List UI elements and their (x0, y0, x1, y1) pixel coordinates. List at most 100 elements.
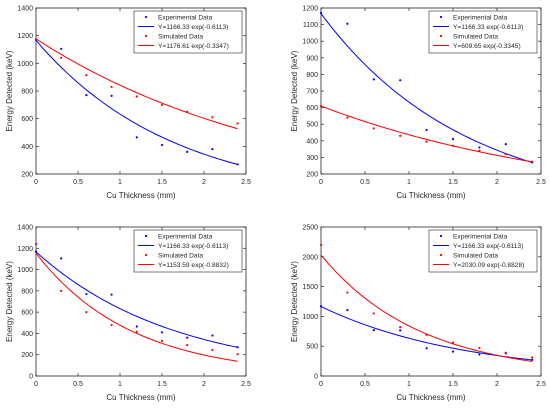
fit-line-red (36, 38, 238, 130)
legend-point-swatch (439, 34, 443, 38)
x-tick-label: 2 (202, 179, 206, 186)
data-point-experimental (60, 257, 63, 260)
fit-line-red (36, 252, 238, 362)
data-point-simulated (60, 289, 63, 292)
y-tick-label: 600 (21, 310, 33, 317)
legend-entry: Y=1166.33 exp(-0.6113) (158, 243, 228, 250)
y-tick-label: 300 (306, 155, 318, 162)
data-point-simulated (110, 323, 113, 327)
y-tick-label: 1400 (17, 6, 33, 13)
data-point-experimental (478, 146, 481, 149)
data-point-experimental (346, 309, 349, 312)
x-tick-label: 1 (118, 179, 122, 186)
legend-entry: Y=2030.09 exp(-0.8828) (453, 262, 524, 269)
legend-entry: Y=1166.33 exp(-0.6113) (158, 24, 228, 31)
data-point-simulated (85, 311, 88, 314)
legend-point-swatch (439, 234, 443, 238)
data-point-experimental (85, 292, 88, 296)
data-point-simulated (531, 356, 534, 359)
data-point-simulated (60, 56, 63, 59)
legend-entry: Y=609.65 exp(-0.3345) (453, 43, 521, 50)
y-tick-label: 2500 (302, 225, 318, 232)
x-tick-label: 0.5 (360, 381, 370, 388)
legend-entry: Y=1166.33 exp(-0.6113) (453, 24, 523, 31)
data-point-experimental (211, 334, 214, 337)
legend-entry: Y=1153.59 exp(-0.8832) (158, 262, 229, 269)
x-tick-label: 2 (202, 381, 206, 388)
fit-line-red (321, 254, 533, 362)
data-point-simulated (236, 122, 239, 125)
fit-line-blue (36, 39, 238, 165)
legend-entry: Experimental Data (158, 14, 213, 21)
data-point-simulated (425, 140, 428, 143)
legend-entry: Experimental Data (158, 233, 213, 240)
y-tick-label: 200 (21, 352, 33, 359)
data-point-simulated (399, 134, 402, 137)
y-axis-label: Energy Detected (keV) (290, 50, 299, 131)
y-tick-label: 800 (21, 288, 33, 295)
data-point-simulated (110, 85, 113, 88)
y-axis-label: Energy Detected (keV) (5, 50, 14, 131)
data-point-experimental (160, 331, 164, 334)
x-tick-label: 2.5 (536, 381, 546, 388)
x-tick-label: 0 (34, 381, 38, 388)
y-tick-label: 500 (306, 122, 318, 129)
legend-entry: Simulated Data (158, 252, 203, 259)
y-tick-label: 1500 (302, 284, 318, 291)
legend-entry: Y=1166.33 exp(-0.6113) (453, 243, 523, 250)
x-tick-label: 0.5 (73, 179, 83, 186)
y-tick-label: 900 (306, 55, 318, 62)
data-point-simulated (135, 95, 138, 98)
data-point-experimental (110, 94, 113, 97)
y-tick-label: 1400 (17, 225, 33, 232)
x-tick-label: 0.5 (73, 381, 83, 388)
y-tick-label: 0 (29, 374, 33, 381)
data-point-simulated (478, 346, 481, 350)
data-point-experimental (399, 329, 402, 332)
y-tick-label: 400 (21, 144, 33, 151)
data-point-simulated (160, 103, 164, 106)
legend: Experimental Data Y=1166.33 exp(-0.6113) S… (428, 229, 538, 273)
x-tick-label: 1 (407, 381, 411, 388)
y-tick-label: 200 (306, 172, 318, 179)
data-point-experimental (135, 136, 138, 139)
data-point-simulated (504, 351, 507, 354)
fit-line-blue (321, 13, 533, 164)
x-tick-label: 1.5 (157, 381, 167, 388)
chart-panel-1: 0 0.5 1 1.5 2 2.5 200 400 600 800 1000 1200 1400 Cu T… (5, 6, 251, 201)
data-point-simulated (211, 348, 214, 352)
x-axis-label: Cu Thickness (mm) (106, 393, 176, 402)
x-tick-label: 1 (407, 179, 411, 186)
data-point-simulated (319, 243, 323, 246)
data-point-experimental (372, 78, 375, 81)
y-tick-label: 400 (306, 138, 318, 145)
data-point-experimental (425, 128, 428, 132)
x-tick-label: 2.5 (241, 179, 251, 186)
x-tick-label: 1 (118, 381, 122, 388)
fit-line-blue (36, 251, 238, 348)
legend-entry: Experimental Data (453, 14, 508, 21)
y-tick-label: 600 (306, 105, 318, 112)
legend: Experimental Data Y=1166.33 exp(-0.6113) S… (133, 10, 243, 54)
x-tick-label: 1.5 (157, 179, 167, 186)
x-axis-label: Cu Thickness (mm) (396, 191, 466, 200)
data-point-simulated (399, 326, 402, 329)
legend-entry: Simulated Data (453, 33, 498, 40)
data-point-experimental (211, 148, 214, 151)
chart-panel-2: 0 0.5 1 1.5 2 2.5 200 300 400 500 600 700 800 900 1000… (290, 6, 546, 201)
x-tick-label: 1.5 (448, 179, 458, 186)
y-tick-label: 1100 (303, 22, 318, 29)
y-tick-label: 600 (21, 116, 33, 123)
y-tick-label: 1000 (17, 267, 33, 274)
y-tick-label: 400 (21, 331, 33, 338)
data-point-simulated (346, 291, 349, 294)
x-axis-label: Cu Thickness (mm) (106, 191, 176, 200)
y-tick-label: 500 (306, 344, 318, 351)
legend-entry: Simulated Data (158, 33, 203, 40)
x-tick-label: 0 (319, 179, 323, 186)
legend: Experimental Data Y=1166.33 exp(-0.6113) S… (133, 229, 243, 273)
y-axis-label: Energy Detected (keV) (290, 261, 299, 342)
x-tick-label: 2 (495, 381, 499, 388)
x-tick-label: 2 (495, 179, 499, 186)
data-point-simulated (135, 330, 138, 333)
